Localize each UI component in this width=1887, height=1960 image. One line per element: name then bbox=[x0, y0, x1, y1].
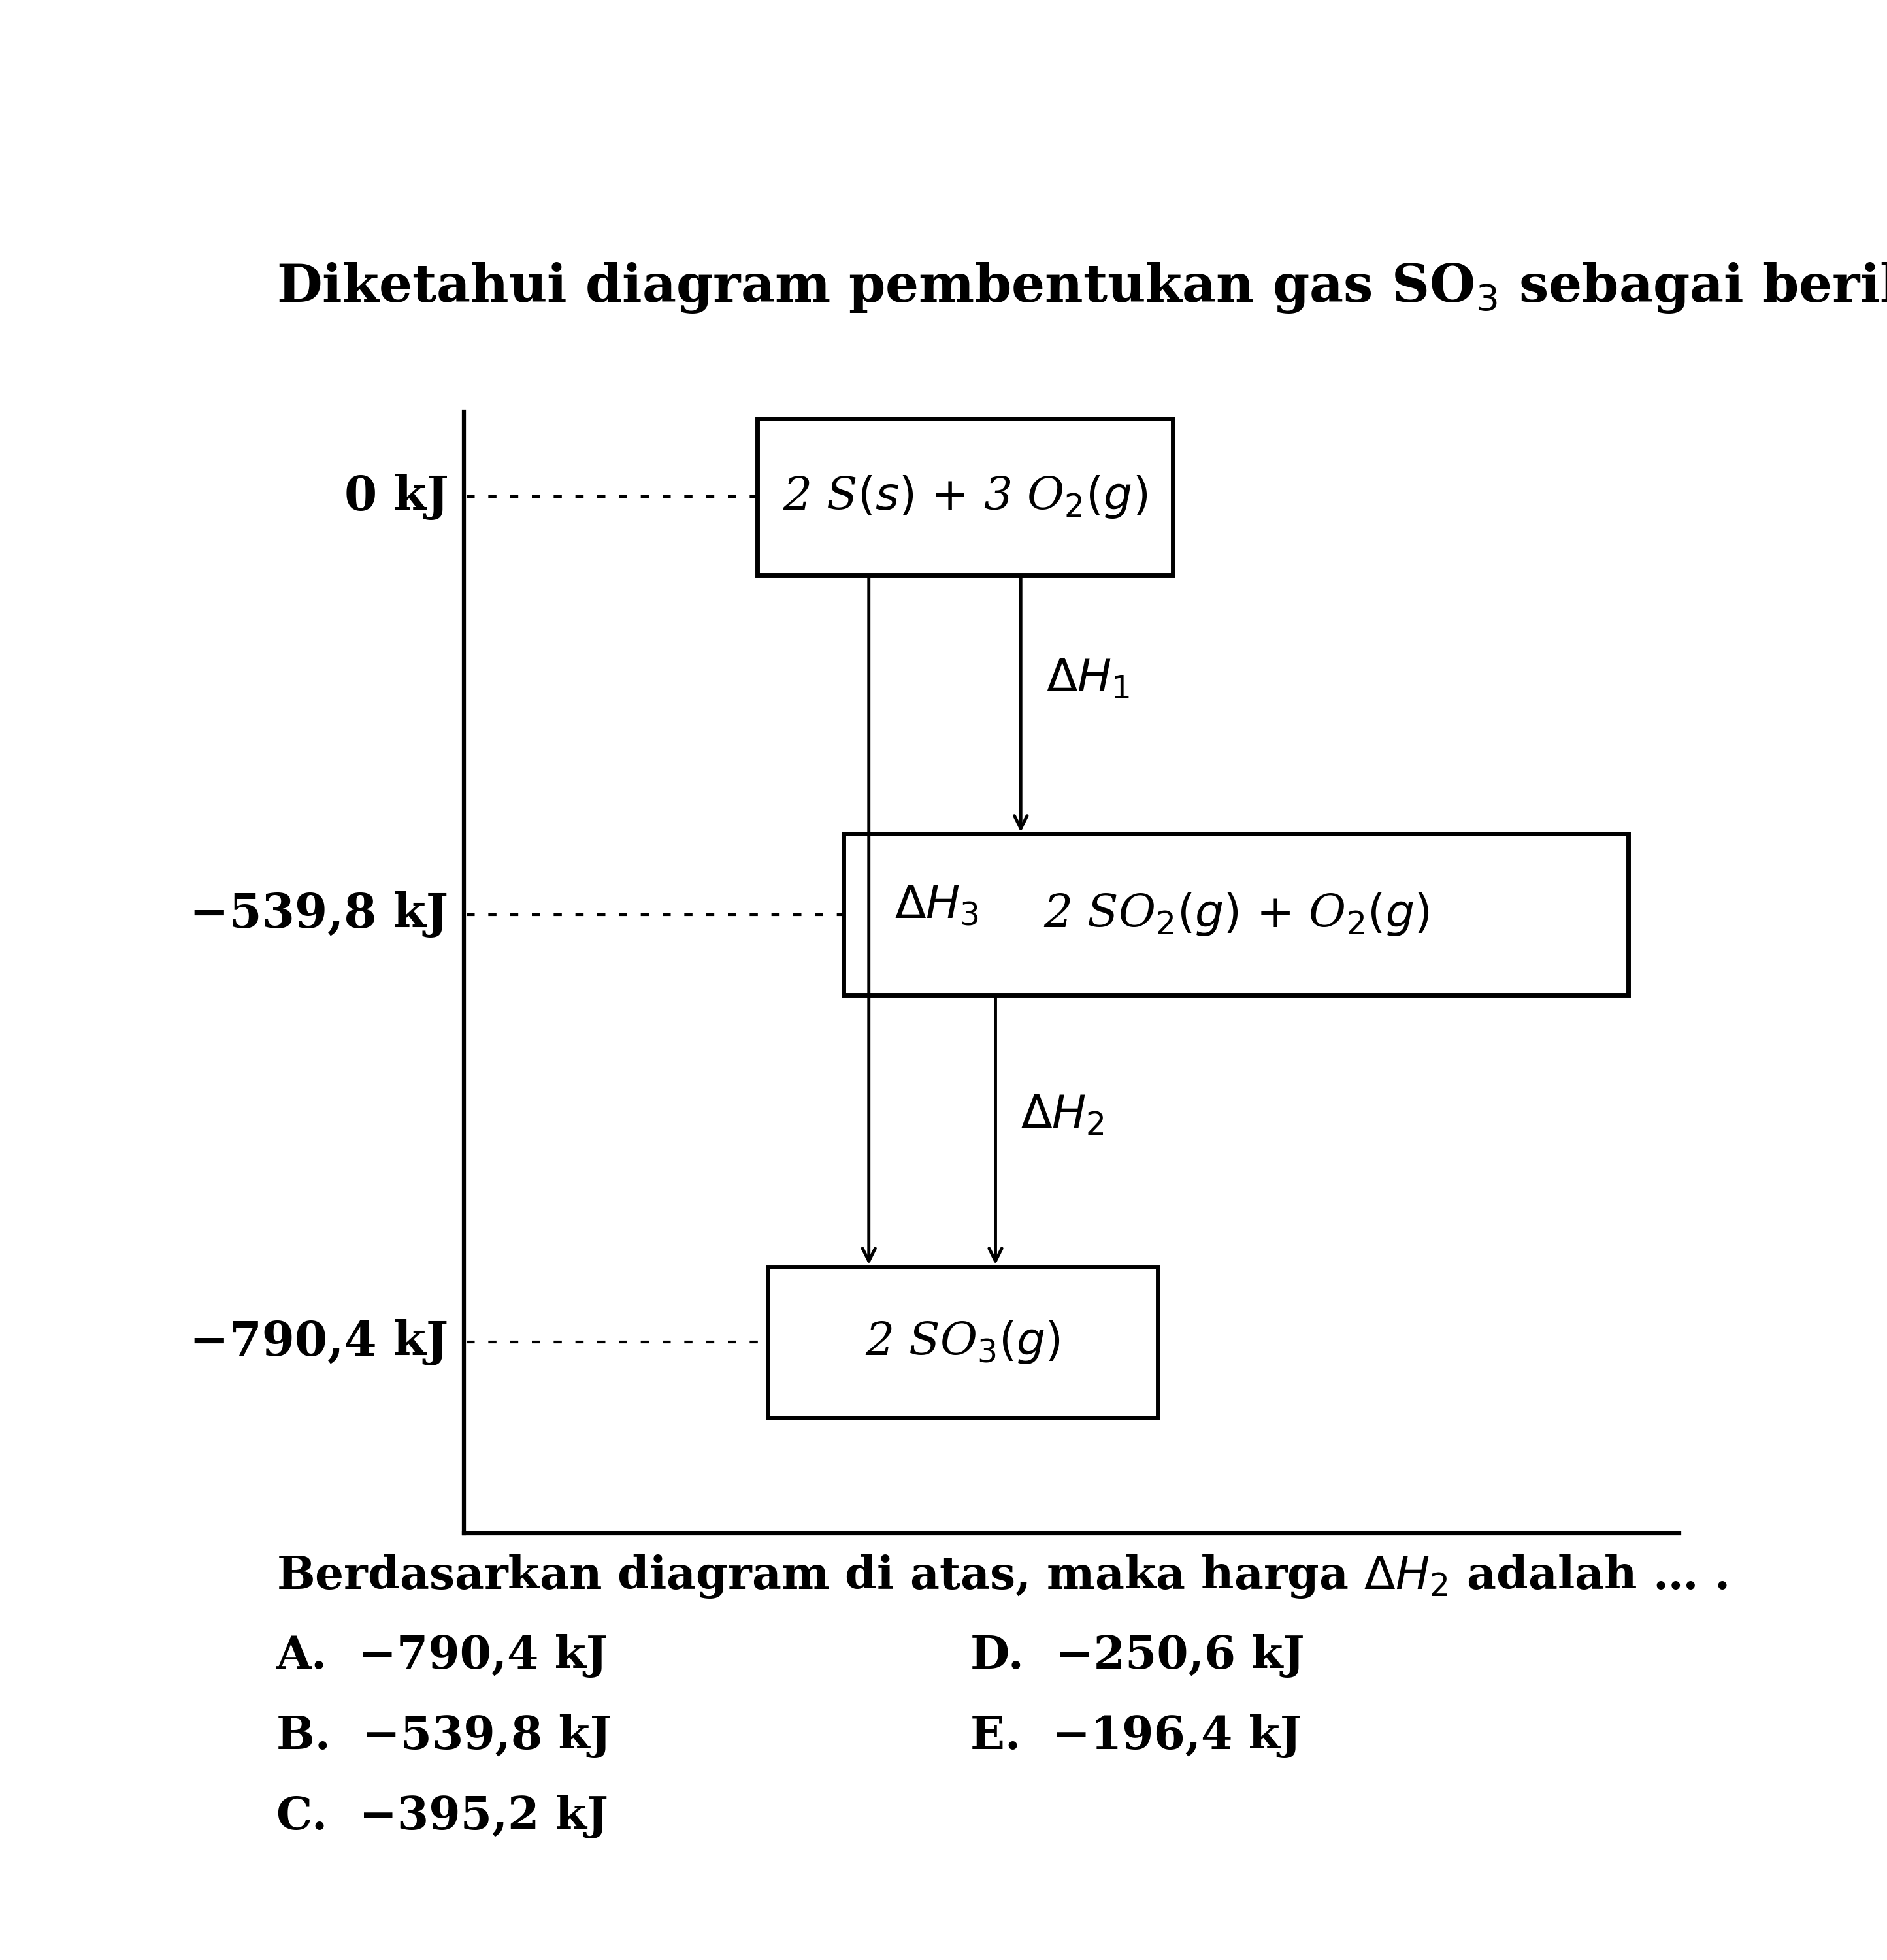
Text: E.  −196,4 kJ: E. −196,4 kJ bbox=[970, 1715, 1302, 1758]
Text: $\Delta H_1$: $\Delta H_1$ bbox=[1045, 657, 1130, 702]
FancyBboxPatch shape bbox=[843, 833, 1628, 996]
Text: $\Delta H_2$: $\Delta H_2$ bbox=[1021, 1094, 1104, 1137]
Text: A.  −790,4 kJ: A. −790,4 kJ bbox=[276, 1635, 608, 1678]
Text: D.  −250,6 kJ: D. −250,6 kJ bbox=[970, 1635, 1304, 1678]
Text: $\Delta H_3$: $\Delta H_3$ bbox=[894, 884, 979, 927]
Text: −790,4 kJ: −790,4 kJ bbox=[191, 1319, 449, 1364]
Text: B.  −539,8 kJ: B. −539,8 kJ bbox=[276, 1715, 611, 1758]
Text: 0 kJ: 0 kJ bbox=[343, 474, 449, 519]
FancyBboxPatch shape bbox=[768, 1266, 1157, 1417]
Text: Diketahui diagram pembentukan gas SO$_3$ sebagai berikut.: Diketahui diagram pembentukan gas SO$_3$… bbox=[276, 261, 1887, 314]
Text: 2 SO$_3$$(g)$: 2 SO$_3$$(g)$ bbox=[864, 1319, 1060, 1364]
Text: 2 SO$_2$$(g)$ + O$_2$$(g)$: 2 SO$_2$$(g)$ + O$_2$$(g)$ bbox=[1044, 892, 1428, 937]
Text: −539,8 kJ: −539,8 kJ bbox=[191, 892, 449, 937]
Text: C.  −395,2 kJ: C. −395,2 kJ bbox=[276, 1795, 608, 1838]
Text: Berdasarkan diagram di atas, maka harga $\Delta H_2$ adalah … .: Berdasarkan diagram di atas, maka harga … bbox=[276, 1552, 1727, 1599]
Text: 2 S$(s)$ + 3 O$_2$$(g)$: 2 S$(s)$ + 3 O$_2$$(g)$ bbox=[783, 474, 1147, 519]
FancyBboxPatch shape bbox=[757, 419, 1172, 574]
